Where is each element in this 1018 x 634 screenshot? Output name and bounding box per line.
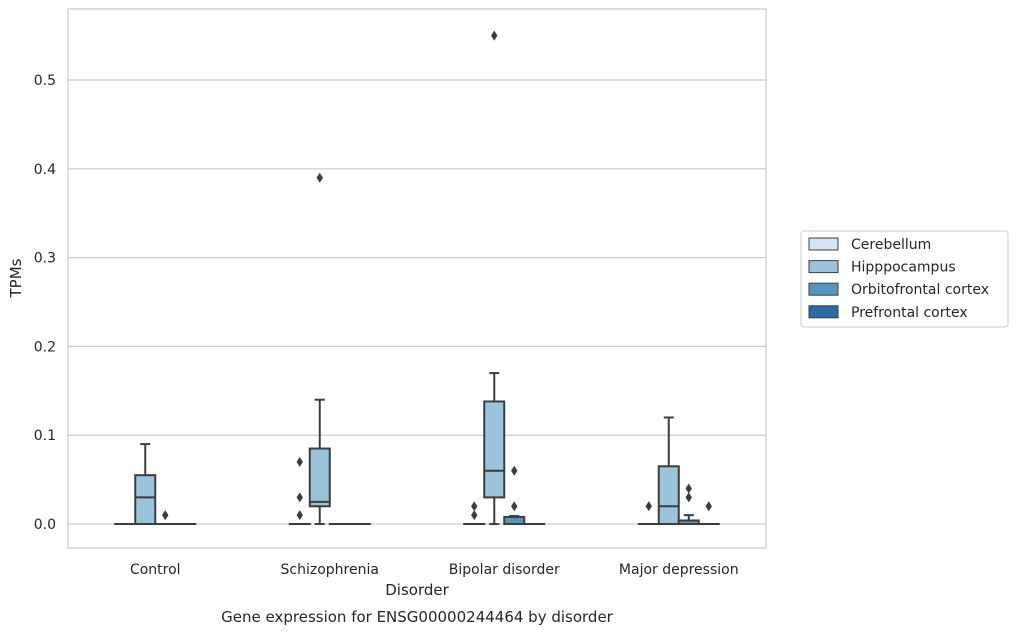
outlier-point xyxy=(471,510,478,521)
box-iqr xyxy=(134,474,157,526)
y-tick-label: 0.2 xyxy=(34,339,56,355)
y-tick-label: 0.5 xyxy=(34,73,56,89)
box-hipppocampus-schizophrenia xyxy=(308,172,331,526)
box-iqr xyxy=(308,447,331,508)
legend-swatch xyxy=(808,282,839,296)
legend-swatch xyxy=(808,305,839,319)
legend-label: Cerebellum xyxy=(851,237,931,253)
y-tick-label: 0.3 xyxy=(34,251,56,267)
box-prefrontal-cortex-major-depression xyxy=(697,501,720,526)
outlier-point xyxy=(511,501,518,512)
x-tick-label: Major depression xyxy=(619,562,739,578)
x-axis-label: Disorder xyxy=(385,581,449,599)
outlier-point xyxy=(685,483,692,494)
outlier-point xyxy=(296,510,303,521)
box-cerebellum-schizophrenia xyxy=(288,456,311,526)
box-iqr xyxy=(483,400,506,499)
box-iqr xyxy=(657,465,680,526)
outlier-point xyxy=(471,501,478,512)
box-hipppocampus-control xyxy=(134,443,157,526)
plot-area-background xyxy=(68,9,766,548)
y-tick-labels: 0.0 0.1 0.2 0.3 0.4 0.5 xyxy=(34,73,56,533)
x-tick-label: Bipolar disorder xyxy=(449,562,560,578)
box-hipppocampus-bipolar-disorder xyxy=(483,30,506,526)
y-axis-label: TPMs xyxy=(7,258,25,298)
legend: Cerebellum Hipppocampus Orbitofrontal cort… xyxy=(800,230,1009,328)
legend-swatch xyxy=(808,260,839,274)
chart-caption: Gene expression for ENSG00000244464 by d… xyxy=(221,608,614,626)
legend-frame xyxy=(800,230,1009,328)
legend-label: Orbitofrontal cortex xyxy=(851,282,989,298)
y-tick-label: 0.4 xyxy=(34,162,56,178)
outlier-point xyxy=(511,465,518,476)
outlier-point xyxy=(705,501,712,512)
outlier-point xyxy=(645,501,652,512)
outlier-point xyxy=(296,492,303,503)
x-tick-label: Control xyxy=(130,562,181,578)
outlier-point xyxy=(162,510,169,521)
x-tick-label: Schizophrenia xyxy=(281,562,379,578)
outlier-point xyxy=(491,30,498,41)
x-tick-labels: Control Schizophrenia Bipolar disorder Majo… xyxy=(130,562,739,578)
outlier-point xyxy=(316,172,323,183)
plot-frame xyxy=(67,8,767,549)
legend-label: Prefrontal cortex xyxy=(851,305,968,321)
box-marks xyxy=(114,30,720,526)
box-iqr xyxy=(503,515,526,526)
legend-label: Hipppocampus xyxy=(851,260,956,276)
y-tick-label: 0.0 xyxy=(34,517,56,533)
y-tick-label: 0.1 xyxy=(34,428,56,444)
box-orbitofrontal-cortex-bipolar-disorder xyxy=(503,465,526,526)
box-orbitofrontal-cortex-major-depression xyxy=(677,483,700,526)
legend-swatch xyxy=(808,237,839,251)
box-hipppocampus-major-depression xyxy=(657,416,680,526)
outlier-point xyxy=(685,492,692,503)
box-cerebellum-bipolar-disorder xyxy=(463,501,486,526)
outlier-point xyxy=(296,456,303,467)
